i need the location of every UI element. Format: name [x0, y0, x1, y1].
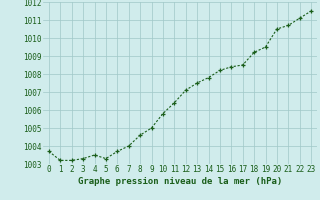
X-axis label: Graphe pression niveau de la mer (hPa): Graphe pression niveau de la mer (hPa): [78, 177, 282, 186]
